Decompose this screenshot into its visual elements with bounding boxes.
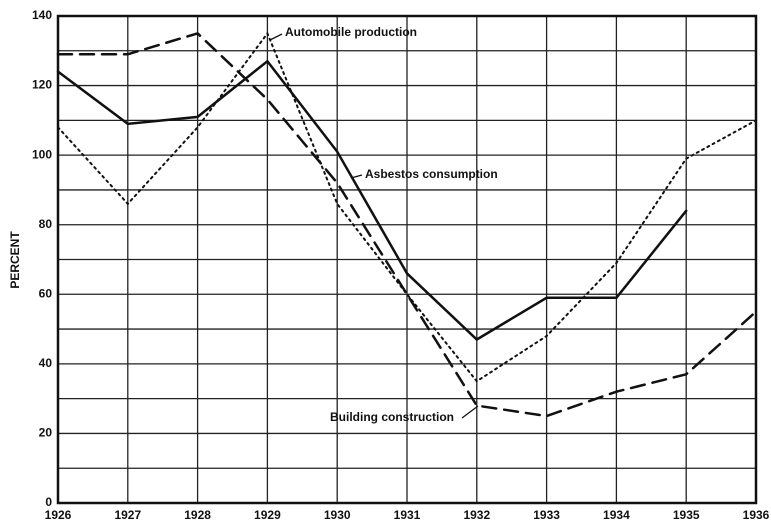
- x-tick-label: 1926: [45, 508, 72, 522]
- x-tick-label: 1927: [114, 508, 141, 522]
- y-tick-label: 0: [45, 495, 52, 509]
- series-line: [56, 59, 688, 342]
- y-tick-label: 140: [32, 8, 52, 22]
- y-axis-label: PERCENT: [8, 231, 22, 289]
- y-tick-label: 60: [39, 286, 53, 300]
- x-tick-label: 1929: [254, 508, 281, 522]
- x-tick-label: 1931: [394, 508, 421, 522]
- y-tick-label: 20: [39, 426, 53, 440]
- plot-frame: [56, 14, 758, 505]
- y-tick-label: 40: [39, 356, 53, 370]
- x-tick-label: 1930: [324, 508, 351, 522]
- y-tick-label: 80: [39, 217, 53, 231]
- y-tick-label: 100: [32, 147, 52, 161]
- annotation-arrow: [350, 174, 363, 179]
- x-tick-label: 1928: [184, 508, 211, 522]
- annotation: Building construction: [330, 410, 454, 424]
- y-tick-label: 120: [32, 78, 52, 92]
- x-tick-label: 1934: [603, 508, 630, 522]
- x-tick-label: 1932: [463, 508, 490, 522]
- series-line: [56, 31, 758, 418]
- x-tick-label: 1933: [533, 508, 560, 522]
- annotation: Asbestos consumption: [365, 167, 498, 181]
- annotation: Automobile production: [285, 25, 417, 39]
- annotation-arrow: [269, 33, 283, 41]
- x-tick-label: 1935: [673, 508, 700, 522]
- annotation-arrow: [461, 405, 479, 419]
- series-line: [57, 31, 757, 383]
- x-tick-label: 1936: [743, 508, 770, 522]
